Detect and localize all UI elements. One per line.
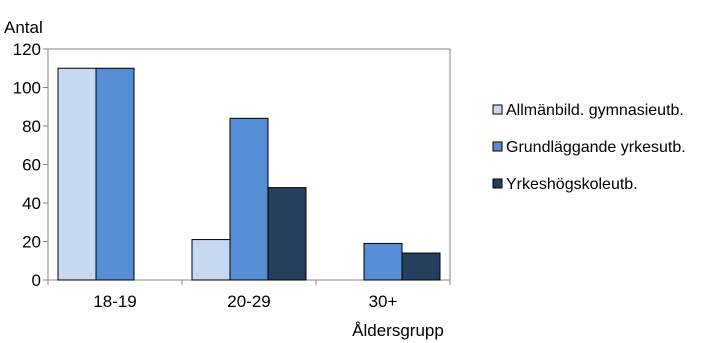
y-tick-label: 20 [22, 233, 41, 252]
y-tick-label: 0 [32, 271, 41, 290]
y-tick-label: 100 [13, 79, 41, 98]
legend-swatch [492, 141, 503, 152]
legend: Allmänbild. gymnasieutb. Grundläggande yr… [492, 102, 686, 193]
y-axis-title: Antal [4, 18, 43, 37]
y-tick-label: 60 [22, 156, 41, 175]
bar [95, 67, 135, 281]
y-tick-label: 80 [22, 117, 41, 136]
legend-label: Yrkeshögskoleutb. [506, 176, 638, 193]
legend-label: Allmänbild. gymnasieutb. [506, 102, 684, 119]
bar [363, 242, 403, 281]
x-axis-title: Åldersgrupp [352, 321, 444, 340]
bar [267, 187, 307, 281]
x-tick-label: 20-29 [227, 292, 270, 311]
bar [57, 67, 97, 281]
x-tick-label: 30+ [369, 292, 398, 311]
y-tick-label: 40 [22, 194, 41, 213]
legend-label: Grundläggande yrkesutb. [506, 139, 686, 156]
x-tick-label: 18-19 [93, 292, 136, 311]
bar [401, 252, 441, 281]
bar [229, 117, 269, 281]
legend-swatch [492, 178, 503, 189]
y-tick-label: 120 [13, 40, 41, 59]
bar [191, 239, 231, 281]
legend-swatch [492, 104, 503, 115]
